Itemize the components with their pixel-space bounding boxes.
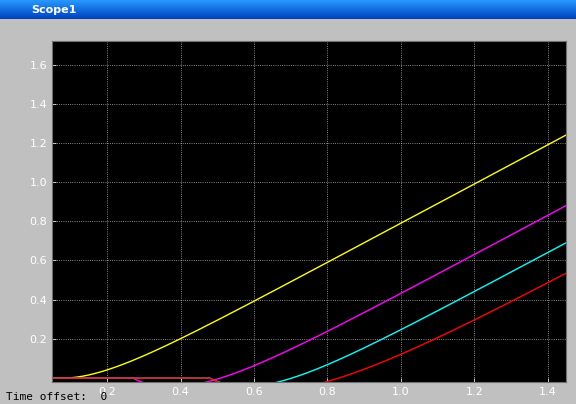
Text: Scope1: Scope1 bbox=[32, 5, 77, 15]
Text: Time offset:  0: Time offset: 0 bbox=[6, 392, 107, 402]
